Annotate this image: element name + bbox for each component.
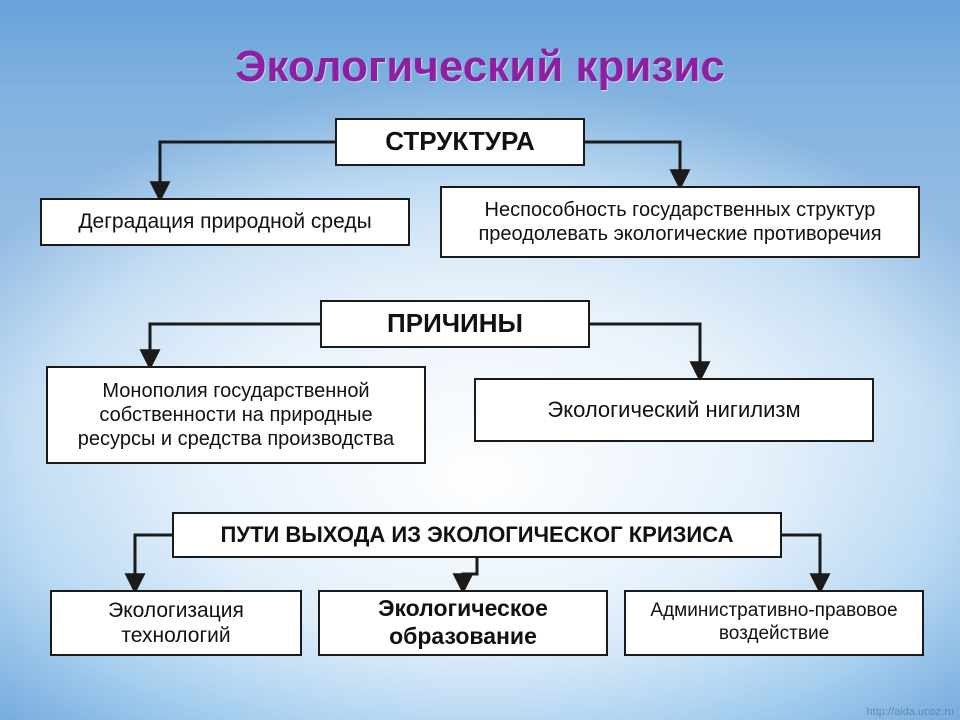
node-structure: СТРУКТУРА xyxy=(335,118,585,166)
node-ways: ПУТИ ВЫХОДА ИЗ ЭКОЛОГИЧЕСКОГ КРИЗИСА xyxy=(172,512,782,558)
edge-ways-w_left xyxy=(135,535,172,590)
node-s_right: Неспособность государственных структур п… xyxy=(440,186,920,258)
edge-reasons-r_right xyxy=(590,324,700,378)
node-s_left: Деградация природной среды xyxy=(40,198,410,246)
edge-structure-s_right xyxy=(585,142,680,186)
watermark: http://aida.ucoz.ru xyxy=(867,706,954,718)
edge-ways-w_right xyxy=(782,535,820,590)
diagram-stage: Экологический кризис СТРУКТУРА Деградация… xyxy=(0,0,960,720)
edge-reasons-r_left xyxy=(150,324,320,366)
node-w_left: Экологизация технологий xyxy=(50,590,302,656)
page-title: Экологический кризис xyxy=(0,42,960,92)
node-w_mid: Экологическое образование xyxy=(318,590,608,656)
edge-structure-s_left xyxy=(160,142,335,198)
edge-ways-w_mid xyxy=(463,558,477,590)
node-w_right: Административно-правовое воздействие xyxy=(624,590,924,656)
node-r_right: Экологический нигилизм xyxy=(474,378,874,442)
node-r_left: Монополия государственной собственности … xyxy=(46,366,426,464)
node-reasons: ПРИЧИНЫ xyxy=(320,300,590,348)
